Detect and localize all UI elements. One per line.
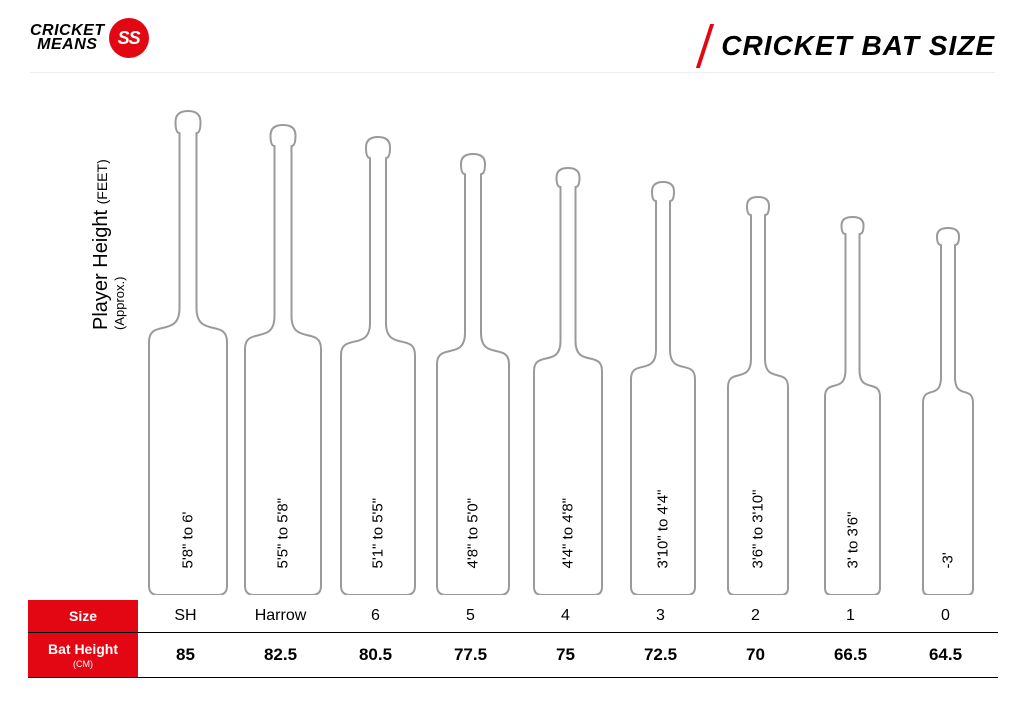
brand-badge: SS bbox=[109, 18, 149, 58]
bat-player-height-label: 4'8" to 5'0" bbox=[464, 545, 481, 569]
bat-silhouette: 3'10" to 4'4" bbox=[615, 181, 710, 595]
table-cell: 80.5 bbox=[328, 633, 423, 677]
table-row: SizeSHHarrow6543210 bbox=[28, 600, 998, 633]
brand-badge-text: SS bbox=[118, 28, 140, 49]
header: CRICKET MEANS SS CRICKET BAT SIZE bbox=[0, 0, 1025, 80]
bat-silhouette: 4'4" to 4'8" bbox=[520, 167, 615, 595]
table-cell: 64.5 bbox=[898, 633, 993, 677]
bat-player-height-label: -3' bbox=[939, 545, 956, 569]
header-underline bbox=[30, 72, 995, 73]
table-cell: 70 bbox=[708, 633, 803, 677]
y-axis-label-unit: (FEET) bbox=[94, 159, 110, 204]
table-row: Bat Height(CM)8582.580.577.57572.57066.5… bbox=[28, 633, 998, 678]
table-cell: Harrow bbox=[233, 600, 328, 632]
bat-silhouette: 5'1" to 5'5" bbox=[330, 136, 425, 595]
table-cell: 82.5 bbox=[233, 633, 328, 677]
bat-silhouette: 3'6" to 3'10" bbox=[710, 196, 805, 595]
brand-text: CRICKET MEANS bbox=[30, 24, 105, 53]
table-cell: 5 bbox=[423, 600, 518, 632]
table-cell: 1 bbox=[803, 600, 898, 632]
bat-player-height-label: 4'4" to 4'8" bbox=[559, 545, 576, 569]
table-cell: SH bbox=[138, 600, 233, 632]
bat-silhouette: 5'8" to 6' bbox=[140, 110, 235, 595]
bat-chart: 5'8" to 6' 5'5" to 5'8" 5'1" to 5'5" 4'8" t… bbox=[135, 95, 995, 595]
table-cell: 66.5 bbox=[803, 633, 898, 677]
bat-player-height-label: 5'8" to 6' bbox=[179, 545, 196, 569]
table-cell: 4 bbox=[518, 600, 613, 632]
bat-silhouette: 4'8" to 5'0" bbox=[425, 153, 520, 595]
y-axis-sublabel: (Approx.) bbox=[112, 277, 127, 330]
bat-silhouette: 5'5" to 5'8" bbox=[235, 124, 330, 595]
bat-player-height-label: 5'5" to 5'8" bbox=[274, 545, 291, 569]
brand-line-2: MEANS bbox=[30, 38, 105, 52]
table-cell: 77.5 bbox=[423, 633, 518, 677]
y-axis-label: Player Height (FEET) bbox=[90, 159, 113, 330]
table-row-header: Bat Height(CM) bbox=[28, 633, 138, 677]
table-cell: 6 bbox=[328, 600, 423, 632]
table-cell: 2 bbox=[708, 600, 803, 632]
table-cell: 3 bbox=[613, 600, 708, 632]
bat-player-height-label: 5'1" to 5'5" bbox=[369, 545, 386, 569]
bat-player-height-label: 3'6" to 3'10" bbox=[749, 545, 766, 569]
table-cell: 85 bbox=[138, 633, 233, 677]
bat-silhouette: 3' to 3'6" bbox=[805, 216, 900, 595]
page-title: CRICKET BAT SIZE bbox=[721, 30, 995, 62]
bat-silhouette: -3' bbox=[900, 227, 995, 595]
title-wrap: CRICKET BAT SIZE bbox=[703, 24, 995, 68]
y-axis-label-text: Player Height bbox=[90, 210, 112, 330]
bat-player-height-label: 3' to 3'6" bbox=[844, 545, 861, 569]
table-row-header: Size bbox=[28, 600, 138, 632]
table-cell: 0 bbox=[898, 600, 993, 632]
title-accent-slash bbox=[696, 24, 714, 68]
bat-player-height-label: 3'10" to 4'4" bbox=[654, 545, 671, 569]
brand-logo: CRICKET MEANS SS bbox=[30, 18, 149, 58]
table-cell: 72.5 bbox=[613, 633, 708, 677]
size-table: SizeSHHarrow6543210Bat Height(CM)8582.58… bbox=[28, 600, 998, 695]
table-cell: 75 bbox=[518, 633, 613, 677]
